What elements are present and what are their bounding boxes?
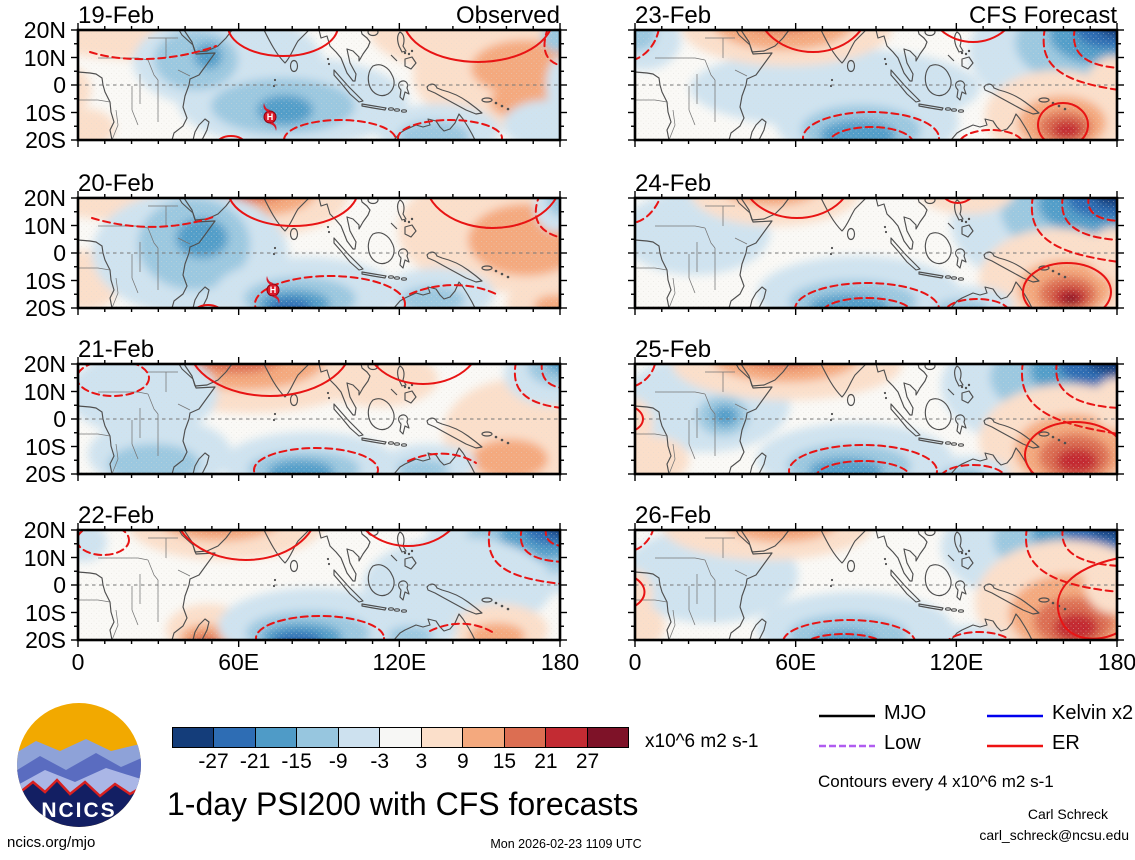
panel-date-26-feb: 26-Feb <box>635 502 712 529</box>
colorbar-tick-label: -3 <box>370 750 390 773</box>
legend-line-low <box>819 744 875 748</box>
lat-tick-label: 20N <box>23 351 66 377</box>
colorbar-cell <box>213 728 255 747</box>
colorbar-tick-label: -9 <box>328 750 348 773</box>
lat-tick-label: 20S <box>25 627 66 653</box>
map-panel-22-feb <box>69 521 569 649</box>
lon-tick-label: 180 <box>1097 649 1135 675</box>
lat-tick-label: 0 <box>53 406 66 432</box>
lat-tick-label: 20N <box>23 185 66 211</box>
lat-tick-label: 0 <box>53 72 66 98</box>
legend-line-mjo <box>819 714 875 718</box>
colorbar-tick-label: 15 <box>492 750 517 773</box>
panel-date-24-feb: 24-Feb <box>635 170 712 197</box>
lat-tick-label: 0 <box>53 572 66 598</box>
map-panel-25-feb <box>626 355 1126 483</box>
lat-tick-label: 20N <box>23 517 66 543</box>
lat-tick-label: 10N <box>23 212 66 239</box>
colorbar-cell <box>337 728 380 747</box>
footer-site-url: ncics.org/mjo <box>7 834 96 851</box>
map-panel-24-feb <box>626 189 1126 317</box>
panel-date-22-feb: 22-Feb <box>78 502 155 529</box>
colorbar-cell <box>254 728 297 747</box>
legend-label-mjo: MJO <box>884 702 927 724</box>
legend-label-low: Low <box>884 732 921 754</box>
lon-tick-label: 0 <box>628 649 642 675</box>
contour-note: Contours every 4 x10^6 m2 s-1 <box>818 772 1054 791</box>
colorbar-tick-label: -27 <box>198 750 229 773</box>
svg-text:H: H <box>270 285 277 295</box>
lon-tick-label: 60E <box>218 649 260 675</box>
legend-label-kelvin: Kelvin x2 <box>1052 702 1134 724</box>
colorbar-tick-label: -15 <box>281 750 312 773</box>
credit-author: Carl Schreck <box>1027 806 1108 822</box>
lon-tick-label: 60E <box>775 649 817 675</box>
colorbar-tick-label: 27 <box>575 750 600 773</box>
lat-tick-label: 10N <box>23 544 66 571</box>
colorbar-cell <box>545 728 587 747</box>
panel-date-20-feb: 20-Feb <box>78 170 155 197</box>
colorbar-cell <box>586 728 628 747</box>
lat-tick-label: 20S <box>25 127 66 153</box>
legend-line-kelvin <box>987 714 1043 718</box>
lat-tick-label: 10S <box>25 267 66 294</box>
colorbar-cell <box>462 728 504 747</box>
lat-tick-label: 10S <box>25 99 66 126</box>
colorbar-cell <box>173 728 214 747</box>
lat-tick-label: 20S <box>25 461 66 487</box>
tropical-cyclone-icon: H <box>263 103 277 131</box>
column-header-cfs-forecast: CFS Forecast <box>968 2 1117 29</box>
colorbar-tick-label: 9 <box>456 750 469 773</box>
legend-label-er: ER <box>1052 732 1080 754</box>
panel-date-25-feb: 25-Feb <box>635 336 712 363</box>
colorbar-tick-label: -21 <box>239 750 271 773</box>
ncics-logo: NCICS <box>17 703 141 827</box>
map-panel-21-feb <box>69 355 569 483</box>
map-panel-19-feb: H <box>69 21 569 149</box>
colorbar-tick-label: 3 <box>415 750 428 773</box>
map-panel-20-feb: H <box>69 189 569 317</box>
lat-tick-label: 20S <box>25 295 66 321</box>
figure-title: 1-day PSI200 with CFS forecasts <box>167 786 639 822</box>
colorbar-cell <box>420 728 463 747</box>
lon-tick-label: 120E <box>372 649 427 675</box>
lon-tick-label: 180 <box>540 649 580 675</box>
svg-text:H: H <box>267 112 274 122</box>
colorbar-units: x10^6 m2 s-1 <box>645 731 759 752</box>
lat-tick-label: 10N <box>23 44 66 71</box>
lat-tick-label: 0 <box>53 240 66 266</box>
lat-tick-label: 10S <box>25 433 66 460</box>
credit-email: carl_schreck@ncsu.edu <box>979 827 1129 843</box>
panel-date-19-feb: 19-Feb <box>78 2 155 29</box>
lat-tick-label: 20N <box>23 17 66 43</box>
lon-tick-label: 0 <box>71 649 85 675</box>
logo-text: NCICS <box>41 799 116 822</box>
lat-tick-label: 10N <box>23 378 66 405</box>
lon-tick-label: 120E <box>929 649 984 675</box>
colorbar-cell <box>296 728 338 747</box>
footer-timestamp: Mon 2026-02-23 1109 UTC <box>490 837 642 851</box>
map-panel-26-feb <box>626 521 1126 649</box>
panel-date-21-feb: 21-Feb <box>78 336 155 363</box>
colorbar-tick-label: 21 <box>534 750 558 773</box>
column-header-observed: Observed <box>455 2 560 29</box>
map-panel-23-feb <box>626 21 1126 149</box>
legend-line-er <box>987 744 1043 748</box>
colorbar-cell <box>503 728 546 747</box>
lat-tick-label: 10S <box>25 599 66 626</box>
tropical-cyclone-icon: H <box>266 276 280 304</box>
colorbar <box>172 727 629 748</box>
colorbar-cell <box>379 728 421 747</box>
panel-date-23-feb: 23-Feb <box>635 2 712 29</box>
